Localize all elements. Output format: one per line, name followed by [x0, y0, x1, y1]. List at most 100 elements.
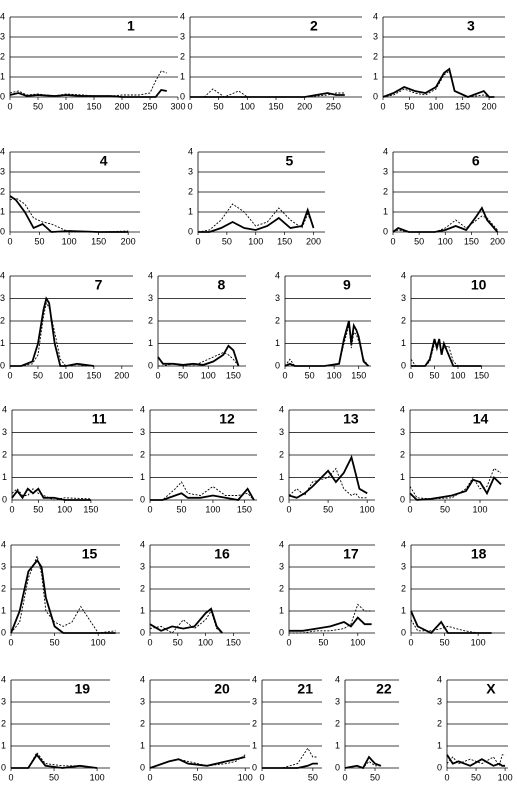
- panel-title: X: [486, 681, 496, 697]
- y-tick-label: 0: [188, 226, 193, 236]
- x-tick-label: 0: [408, 637, 413, 647]
- y-tick-label: 2: [0, 315, 5, 325]
- x-tick-label: 0: [444, 772, 449, 782]
- y-tick-label: 2: [437, 718, 442, 728]
- x-tick-label: 100: [62, 236, 77, 246]
- y-tick-label: 1: [252, 740, 257, 750]
- panel-title: 12: [219, 411, 235, 427]
- x-tick-label: 0: [259, 772, 264, 782]
- panel-title: 21: [297, 681, 313, 697]
- x-tick-label: 150: [464, 236, 479, 246]
- y-tick-label: 2: [180, 51, 185, 61]
- x-tick-label: 100: [248, 236, 263, 246]
- panel-title: 4: [100, 153, 108, 169]
- y-tick-label: 0: [279, 627, 284, 637]
- y-tick-label: 4: [373, 11, 378, 21]
- y-tick-label: 2: [1, 583, 6, 593]
- y-tick-label: 4: [335, 674, 340, 684]
- y-tick-label: 1: [0, 338, 5, 348]
- y-tick-label: 3: [400, 427, 405, 437]
- y-tick-label: 4: [140, 539, 145, 549]
- y-tick-label: 3: [373, 31, 378, 41]
- y-tick-label: 1: [0, 206, 5, 216]
- y-tick-label: 0: [140, 494, 145, 504]
- panel-title: 19: [74, 681, 90, 697]
- y-tick-label: 2: [140, 449, 145, 459]
- y-tick-label: 3: [188, 166, 193, 176]
- data-line: [392, 215, 498, 233]
- x-tick-label: 0: [147, 504, 152, 514]
- y-tick-label: 0: [401, 627, 406, 637]
- x-tick-label: 50: [414, 236, 424, 246]
- y-tick-label: 0: [140, 627, 145, 637]
- panel-title: 13: [343, 411, 359, 427]
- x-tick-label: 150: [226, 370, 241, 380]
- y-tick-label: 1: [279, 605, 284, 615]
- y-tick-label: 1: [188, 206, 193, 216]
- panel-title: 1: [127, 18, 135, 34]
- y-tick-label: 0: [383, 226, 388, 236]
- x-tick-label: 100: [498, 772, 513, 782]
- data-line: [11, 488, 91, 501]
- x-tick-label: 50: [50, 637, 60, 647]
- y-tick-label: 4: [437, 674, 442, 684]
- data-line: [288, 467, 368, 499]
- x-tick-label: 150: [268, 101, 283, 111]
- y-tick-label: 2: [188, 186, 193, 196]
- y-tick-label: 0: [1, 762, 6, 772]
- data-line: [410, 340, 482, 367]
- x-tick-label: 0: [9, 504, 14, 514]
- x-tick-label: 50: [429, 370, 439, 380]
- y-tick-label: 2: [400, 449, 405, 459]
- y-tick-label: 4: [383, 146, 388, 156]
- data-line: [9, 197, 129, 233]
- data-line: [288, 454, 368, 499]
- x-tick-label: 50: [222, 236, 232, 246]
- x-tick-label: 0: [147, 637, 152, 647]
- x-tick-label: 50: [176, 504, 186, 514]
- x-tick-label: 200: [114, 370, 129, 380]
- y-tick-label: 4: [279, 404, 284, 414]
- y-tick-label: 2: [140, 718, 145, 728]
- x-tick-label: 0: [147, 772, 152, 782]
- y-tick-label: 2: [335, 718, 340, 728]
- x-tick-label: 50: [33, 370, 43, 380]
- x-tick-label: 50: [214, 101, 224, 111]
- panel-title: 10: [471, 277, 487, 293]
- x-tick-label: 100: [429, 101, 444, 111]
- data-line: [190, 88, 345, 98]
- y-tick-label: 0: [279, 494, 284, 504]
- x-tick-label: 50: [305, 370, 315, 380]
- panel-title: 15: [82, 546, 98, 562]
- y-tick-label: 3: [401, 561, 406, 571]
- y-tick-label: 3: [180, 31, 185, 41]
- data-line: [150, 487, 255, 501]
- data-line: [149, 754, 246, 769]
- x-tick-label: 200: [306, 236, 321, 246]
- y-tick-label: 2: [0, 51, 5, 61]
- data-line: [157, 344, 240, 367]
- x-tick-label: 100: [198, 637, 213, 647]
- data-line: [262, 762, 318, 769]
- y-tick-label: 3: [140, 561, 145, 571]
- panel-title: 9: [343, 277, 351, 293]
- x-tick-label: 150: [83, 504, 98, 514]
- x-tick-label: 0: [7, 236, 12, 246]
- y-tick-label: 3: [252, 696, 257, 706]
- x-tick-label: 50: [35, 236, 45, 246]
- y-tick-label: 1: [275, 338, 280, 348]
- y-tick-label: 2: [279, 449, 284, 459]
- data-line: [10, 301, 94, 367]
- x-tick-label: 100: [472, 504, 487, 514]
- y-tick-label: 1: [1, 740, 6, 750]
- x-tick-label: 0: [8, 772, 13, 782]
- y-tick-label: 0: [0, 91, 5, 101]
- x-tick-label: 0: [286, 637, 291, 647]
- data-line: [9, 195, 129, 233]
- data-line: [150, 481, 255, 501]
- x-tick-label: 50: [370, 772, 380, 782]
- data-line: [382, 70, 495, 98]
- panel-title: 2: [310, 18, 318, 34]
- y-tick-label: 4: [180, 11, 185, 21]
- data-line: [289, 616, 372, 632]
